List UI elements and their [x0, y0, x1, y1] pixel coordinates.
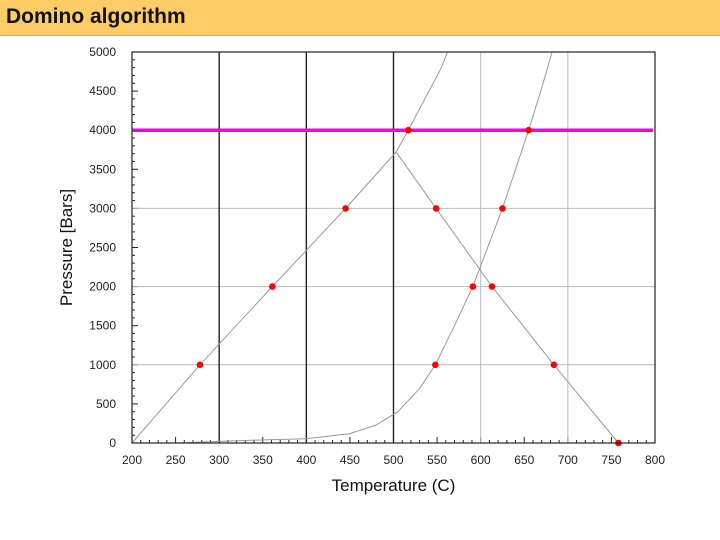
y-tick-label: 5000 [89, 45, 116, 59]
y-tick-label: 4000 [89, 123, 116, 137]
data-point [469, 283, 477, 290]
data-point [196, 361, 204, 369]
x-tick-label: 400 [296, 453, 316, 467]
data-point [405, 126, 412, 134]
curve-1 [131, 51, 448, 444]
x-tick-label: 550 [427, 453, 447, 467]
title-bar: Domino algorithm [0, 0, 720, 36]
y-tick-label: 0 [109, 436, 116, 450]
curves [131, 51, 619, 444]
x-tick-label: 350 [253, 453, 273, 467]
data-point [342, 205, 349, 212]
data-point [525, 126, 532, 134]
y-tick-label: 2500 [89, 241, 116, 255]
x-tick-label: 650 [514, 453, 534, 467]
x-tick-label: 800 [645, 453, 665, 467]
y-tick-label: 3000 [89, 201, 116, 215]
grid-lines [132, 52, 655, 443]
x-tick-label: 250 [166, 453, 186, 467]
x-tick-label: 700 [558, 453, 578, 467]
x-tick-label: 450 [340, 453, 360, 467]
plot-frame [131, 51, 656, 444]
data-point [499, 205, 506, 212]
x-tick-labels: 200 250 300 350 400 450 500 550 600 650 700 750 800 [122, 453, 665, 467]
y-axis-title: Pressure [Bars] [57, 189, 76, 306]
data-point [432, 205, 440, 212]
x-tick-label: 200 [122, 453, 142, 467]
x-axis-title: Temperature (C) [332, 476, 456, 495]
data-point [432, 361, 439, 369]
data-points [196, 126, 622, 447]
phase-diagram-chart: 200 250 300 350 400 450 500 550 600 650 700 750 800 … [57, 45, 665, 495]
x-tick-label: 300 [209, 453, 229, 467]
page-title: Domino algorithm [6, 5, 186, 28]
x-tick-label: 500 [383, 453, 403, 467]
y-tick-label: 1500 [89, 319, 116, 333]
data-point [269, 283, 276, 290]
y-tick-labels: 0 500 1000 1500 2000 2500 3000 3500 4000 4500 5000 [89, 45, 116, 450]
data-point [488, 283, 496, 290]
y-tick-label: 4500 [89, 84, 116, 98]
data-point [550, 361, 558, 369]
y-tick-label: 2000 [89, 280, 116, 294]
y-tick-label: 1000 [89, 358, 116, 372]
x-tick-label: 750 [601, 453, 621, 467]
y-tick-label: 3500 [89, 162, 116, 176]
y-tick-label: 500 [96, 397, 116, 411]
x-tick-label: 600 [471, 453, 491, 467]
curve-3 [175, 51, 553, 444]
